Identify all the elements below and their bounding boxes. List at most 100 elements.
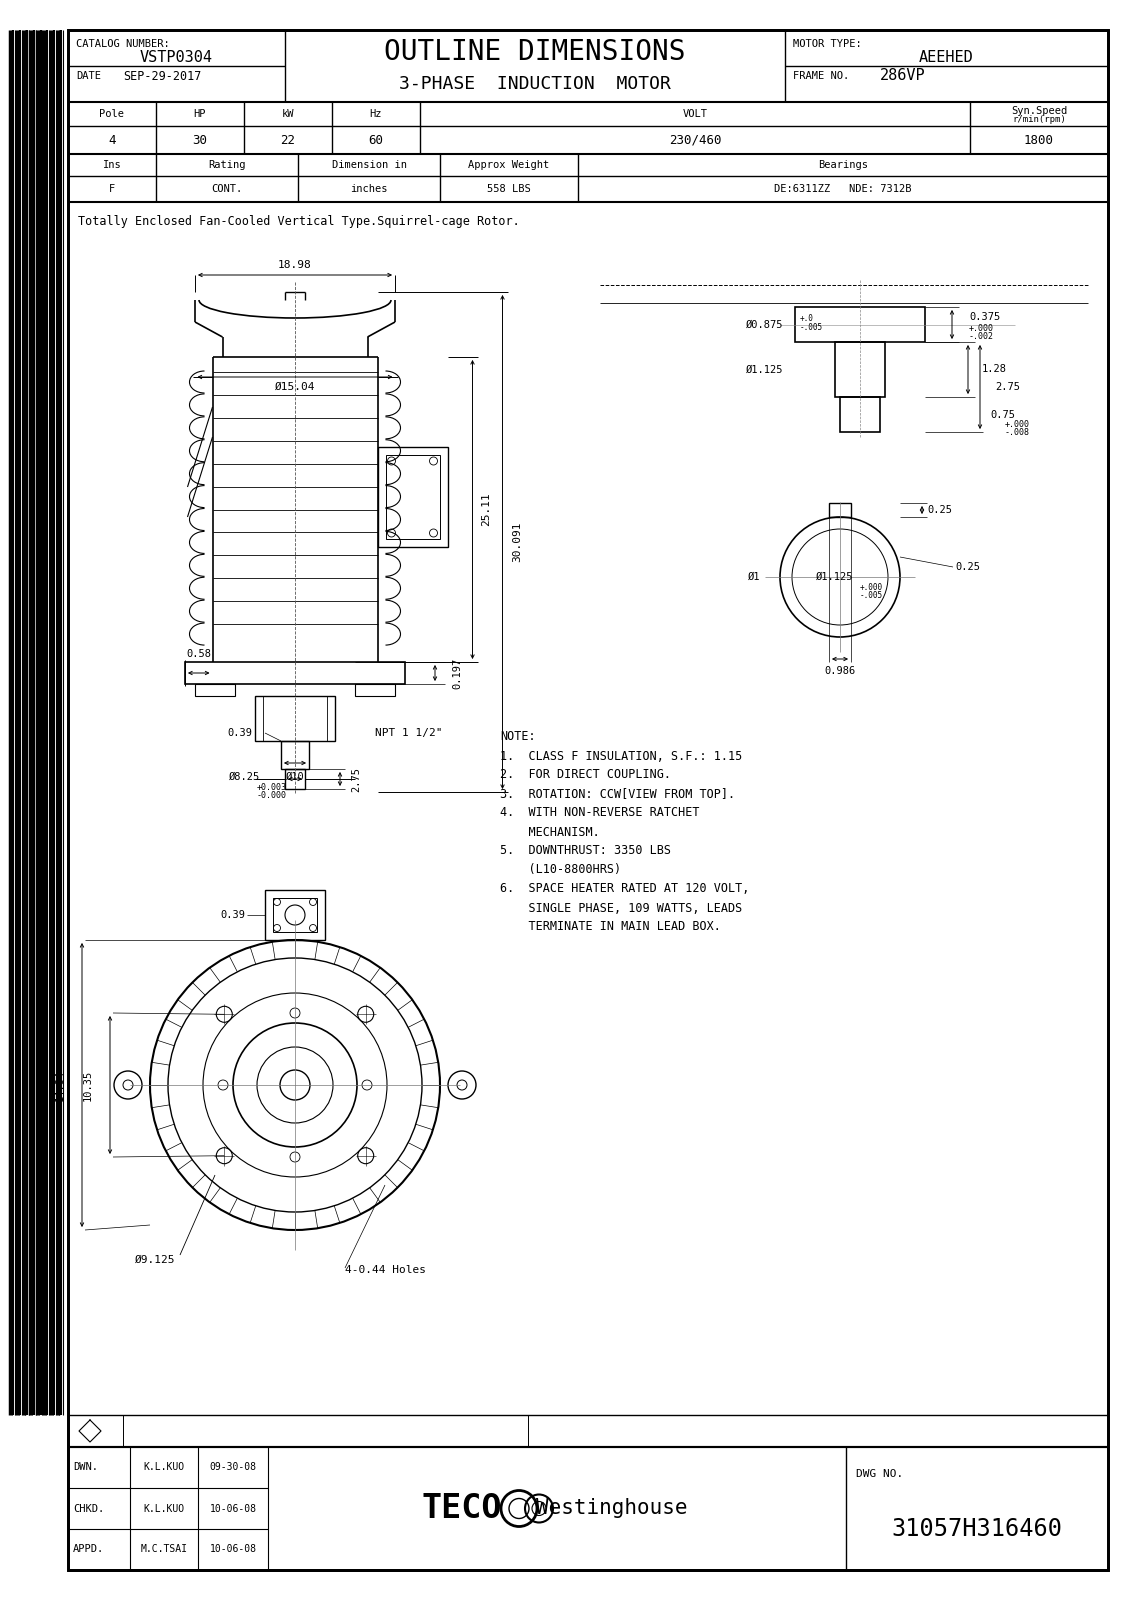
Text: 4-0.44 Holes: 4-0.44 Holes [345, 1266, 426, 1275]
Text: DWG NO.: DWG NO. [856, 1469, 903, 1478]
Text: Hz: Hz [370, 109, 383, 118]
Text: MECHANISM.: MECHANISM. [500, 826, 600, 838]
Bar [377, 446, 447, 547]
Text: Ø8.25: Ø8.25 [230, 773, 260, 782]
Bar [355, 685, 395, 696]
Text: -.002: -.002 [969, 333, 994, 341]
Text: AEEHED: AEEHED [919, 50, 974, 64]
Text: +.000: +.000 [1005, 419, 1030, 429]
Text: SINGLE PHASE, 109 WATTS, LEADS: SINGLE PHASE, 109 WATTS, LEADS [500, 901, 743, 915]
Text: Bearings: Bearings [818, 160, 868, 170]
Text: 10.35: 10.35 [83, 1069, 93, 1101]
Text: TECO: TECO [422, 1491, 503, 1525]
Text: DATE: DATE [76, 70, 101, 82]
Text: K.L.KUO: K.L.KUO [144, 1462, 185, 1472]
Text: 6.  SPACE HEATER RATED AT 120 VOLT,: 6. SPACE HEATER RATED AT 120 VOLT, [500, 883, 749, 896]
Text: +0.003: +0.003 [257, 784, 288, 792]
Text: Ø9.125: Ø9.125 [135, 1254, 175, 1266]
Text: 30: 30 [192, 133, 207, 147]
Text: 14.84: 14.84 [55, 1069, 65, 1101]
Text: 558 LBS: 558 LBS [487, 184, 531, 194]
Bar [273, 898, 317, 931]
Text: Ø10: Ø10 [285, 773, 305, 782]
Text: 2.75: 2.75 [351, 766, 361, 792]
Text: 0.25: 0.25 [927, 506, 952, 515]
Text: 3-PHASE  INDUCTION  MOTOR: 3-PHASE INDUCTION MOTOR [400, 75, 671, 93]
Text: TERMINATE IN MAIN LEAD BOX.: TERMINATE IN MAIN LEAD BOX. [500, 920, 721, 933]
Text: SEP-29-2017: SEP-29-2017 [123, 69, 201, 83]
Text: Ins: Ins [103, 160, 121, 170]
Text: -0.000: -0.000 [257, 792, 288, 800]
Bar [255, 696, 335, 741]
Text: -.008: -.008 [1005, 427, 1030, 437]
Bar [281, 741, 309, 770]
Text: Westinghouse: Westinghouse [537, 1499, 688, 1518]
Text: Ø1.125: Ø1.125 [746, 365, 783, 374]
Text: VOLT: VOLT [683, 109, 708, 118]
Text: 2.  FOR DIRECT COUPLING.: 2. FOR DIRECT COUPLING. [500, 768, 671, 781]
Bar [185, 662, 405, 685]
Text: Pole: Pole [100, 109, 125, 118]
Text: Ø1: Ø1 [747, 573, 760, 582]
Bar [386, 454, 439, 539]
Bar [285, 770, 305, 789]
Text: HP: HP [194, 109, 206, 118]
Text: M.C.TSAI: M.C.TSAI [140, 1544, 188, 1555]
Text: Ø0.875: Ø0.875 [746, 320, 783, 330]
Text: (L10-8800HRS): (L10-8800HRS) [500, 864, 621, 877]
Text: 0.39: 0.39 [228, 728, 252, 738]
Text: Approx Weight: Approx Weight [469, 160, 550, 170]
Text: CONT.: CONT. [212, 184, 242, 194]
Text: 30.091: 30.091 [513, 522, 523, 562]
Text: Ø15.04: Ø15.04 [275, 382, 315, 392]
Text: r/min(rpm): r/min(rpm) [1012, 115, 1066, 125]
Text: inches: inches [350, 184, 388, 194]
Text: 0.39: 0.39 [220, 910, 245, 920]
Text: 5.  DOWNTHRUST: 3350 LBS: 5. DOWNTHRUST: 3350 LBS [500, 845, 671, 858]
Text: Rating: Rating [208, 160, 246, 170]
Text: 1.28: 1.28 [981, 365, 1007, 374]
Text: 2.75: 2.75 [995, 382, 1020, 392]
Text: Totally Enclosed Fan-Cooled Vertical Type.Squirrel-cage Rotor.: Totally Enclosed Fan-Cooled Vertical Typ… [78, 216, 520, 229]
Text: K.L.KUO: K.L.KUO [144, 1504, 185, 1514]
Bar [835, 342, 885, 397]
Text: Ø1.125: Ø1.125 [816, 573, 854, 582]
Text: 286VP: 286VP [880, 69, 926, 83]
Bar [829, 502, 851, 517]
Text: Dimension in: Dimension in [332, 160, 406, 170]
Text: 18.98: 18.98 [278, 259, 312, 270]
Text: 25.11: 25.11 [481, 493, 491, 526]
Text: VSTP0304: VSTP0304 [140, 50, 213, 64]
Text: DWN.: DWN. [72, 1462, 98, 1472]
Text: +.000: +.000 [860, 582, 883, 592]
Text: 4.  WITH NON-REVERSE RATCHET: 4. WITH NON-REVERSE RATCHET [500, 806, 700, 819]
Bar [265, 890, 325, 939]
Bar [195, 685, 235, 696]
Text: kW: kW [282, 109, 294, 118]
Text: Syn.Speed: Syn.Speed [1011, 106, 1067, 117]
Text: 0.986: 0.986 [824, 666, 856, 675]
Text: 1800: 1800 [1024, 133, 1054, 147]
Bar [840, 397, 880, 432]
Text: +.000: +.000 [969, 323, 994, 333]
Bar [795, 307, 925, 342]
Text: 0.58: 0.58 [187, 650, 212, 659]
Text: OUTLINE DIMENSIONS: OUTLINE DIMENSIONS [384, 38, 686, 66]
Text: 10-06-08: 10-06-08 [209, 1504, 257, 1514]
Text: FRAME NO.: FRAME NO. [794, 70, 849, 82]
Text: F: F [109, 184, 115, 194]
Text: DE:6311ZZ   NDE: 7312B: DE:6311ZZ NDE: 7312B [774, 184, 911, 194]
Text: CATALOG NUMBER:: CATALOG NUMBER: [76, 38, 170, 50]
Text: 10-06-08: 10-06-08 [209, 1544, 257, 1555]
Text: 4: 4 [109, 133, 115, 147]
Text: MOTOR TYPE:: MOTOR TYPE: [794, 38, 861, 50]
Text: 0.25: 0.25 [955, 562, 980, 573]
Text: -.005: -.005 [800, 323, 823, 333]
Text: NOTE:: NOTE: [500, 731, 535, 744]
Text: -.005: -.005 [860, 590, 883, 600]
Text: 22: 22 [281, 133, 295, 147]
Text: 31057H316460: 31057H316460 [892, 1517, 1063, 1541]
Text: 09-30-08: 09-30-08 [209, 1462, 257, 1472]
Text: +.0: +.0 [800, 314, 814, 323]
Text: 1.  CLASS F INSULATION, S.F.: 1.15: 1. CLASS F INSULATION, S.F.: 1.15 [500, 749, 743, 763]
